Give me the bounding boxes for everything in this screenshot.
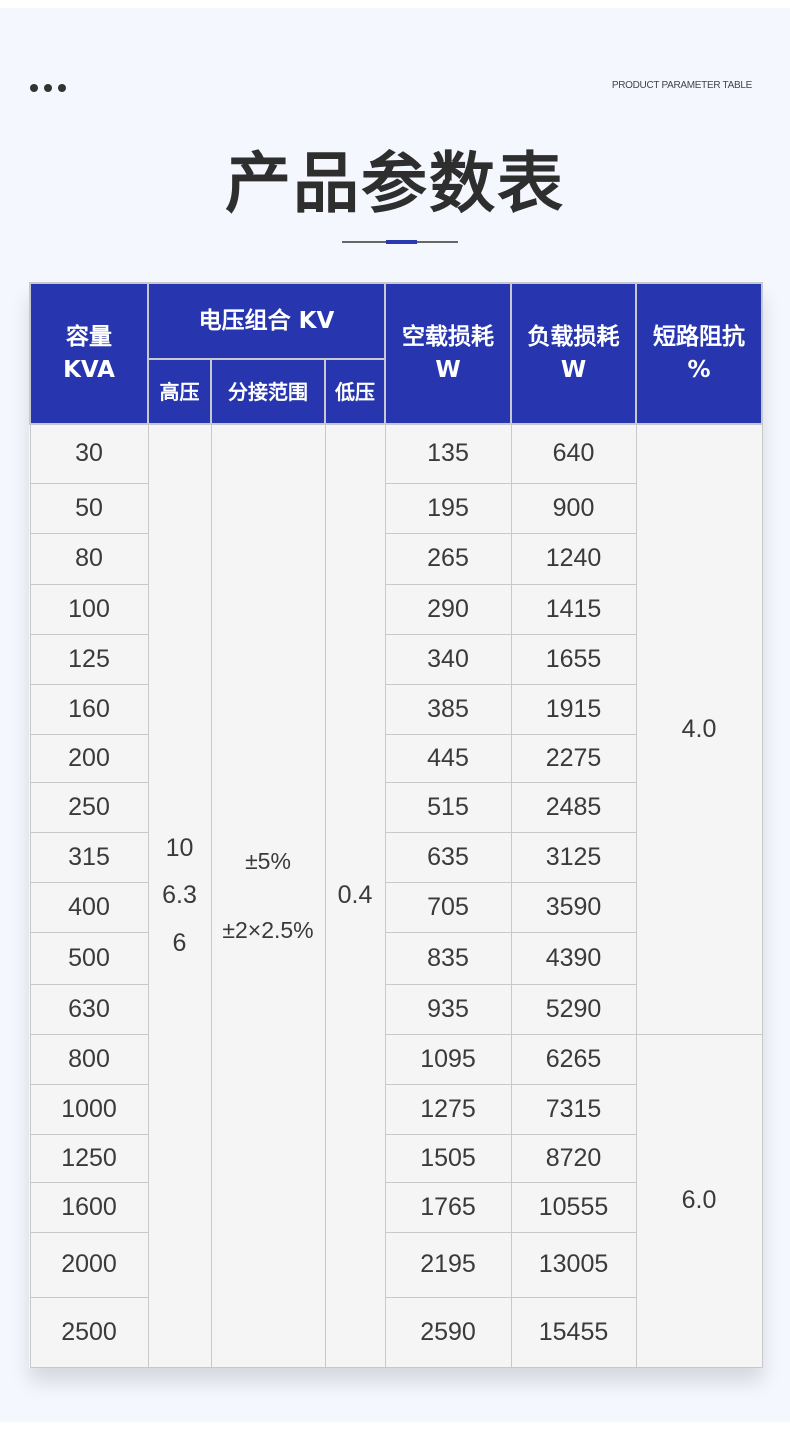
load-loss-cell: 2275 — [510, 733, 637, 783]
capacity-cell: 1000 — [29, 1083, 149, 1135]
load-loss-cell: 6265 — [510, 1033, 637, 1085]
high-voltage-value: 10 — [165, 833, 194, 862]
table-row: 80 265 1240 — [29, 532, 762, 585]
load-loss-cell: 4390 — [510, 931, 637, 985]
no-load-loss-cell: 290 — [384, 583, 512, 635]
capacity-cell: 200 — [29, 733, 149, 783]
table-row: 400 705 3590 — [29, 881, 762, 933]
capacity-cell: 50 — [29, 482, 149, 534]
no-load-loss-cell: 1505 — [384, 1133, 512, 1183]
no-load-loss-cell: 705 — [384, 881, 512, 933]
load-loss-cell: 1655 — [510, 633, 637, 685]
load-loss-cell: 640 — [510, 423, 637, 484]
capacity-cell: 250 — [29, 781, 149, 833]
high-voltage-value: 6 — [172, 928, 187, 957]
english-title: PRODUCT PARAMETER TABLE — [611, 80, 752, 91]
capacity-cell: 160 — [29, 683, 149, 735]
dot-icon — [58, 84, 66, 92]
no-load-loss-cell: 1765 — [384, 1181, 512, 1233]
capacity-cell: 630 — [29, 983, 149, 1035]
capacity-cell: 500 — [29, 931, 149, 985]
no-load-loss-cell: 265 — [384, 532, 512, 585]
table-row: 800 1095 6265 6.0 — [29, 1033, 763, 1368]
table-row: 315 635 3125 — [29, 831, 762, 883]
table-row: 2000 2195 13005 — [29, 1231, 762, 1298]
header-high-voltage: 高压 — [147, 358, 212, 425]
impedance-cell: 4.0 — [635, 423, 763, 1035]
header-no-load-loss: 空载损耗 W — [384, 282, 512, 425]
no-load-loss-cell: 340 — [384, 633, 512, 685]
no-load-loss-cell: 1275 — [384, 1083, 512, 1135]
capacity-cell: 400 — [29, 881, 149, 933]
capacity-cell: 30 — [29, 423, 149, 484]
no-load-loss-cell: 195 — [384, 482, 512, 534]
capacity-cell: 125 — [29, 633, 149, 685]
page-title: 产品参数表 — [225, 145, 565, 222]
high-voltage-value: 6.3 — [162, 881, 197, 909]
header-capacity: 容量 KVA — [29, 282, 149, 425]
low-voltage-cell: 0.4 — [324, 423, 386, 1368]
no-load-loss-cell: 935 — [384, 983, 512, 1035]
capacity-cell: 1600 — [29, 1181, 149, 1233]
tap-range-value: ±5% — [245, 847, 291, 874]
more-dots-icon — [30, 84, 66, 92]
load-loss-cell: 13005 — [510, 1231, 637, 1298]
table-row: 50 195 900 — [29, 482, 762, 534]
table-row: 30 10 6.3 6 ±5% ±2×2.5% 0.4 135 640 4.0 — [29, 423, 763, 1368]
capacity-cell: 2000 — [29, 1231, 149, 1298]
capacity-cell: 2500 — [29, 1296, 149, 1368]
capacity-cell: 100 — [29, 583, 149, 635]
table-row: 250 515 2485 — [29, 781, 762, 833]
load-loss-cell: 7315 — [510, 1083, 637, 1135]
title-divider-accent — [386, 240, 417, 244]
load-loss-cell: 1915 — [510, 683, 637, 735]
high-voltage-cell: 10 6.3 6 — [147, 423, 212, 1368]
no-load-loss-cell: 1095 — [384, 1033, 512, 1085]
table-row: 200 445 2275 — [29, 733, 762, 783]
tap-range-cell: ±5% ±2×2.5% — [210, 423, 326, 1368]
product-parameter-table: 容量 KVA 电压组合 KV 空载损耗 W 负载损耗 W 短路阻抗% 高压 分接范围 … — [29, 282, 763, 1368]
table-row: 500 835 4390 — [29, 931, 762, 985]
impedance-cell: 6.0 — [635, 1033, 763, 1368]
capacity-cell: 1250 — [29, 1133, 149, 1183]
header-load-loss: 负载损耗 W — [510, 282, 637, 425]
table-row: 1250 1505 8720 — [29, 1133, 762, 1183]
header-voltage-group: 电压组合 KV — [147, 282, 386, 360]
header-low-voltage: 低压 — [324, 358, 386, 425]
no-load-loss-cell: 135 — [384, 423, 512, 484]
header-tap-range: 分接范围 — [210, 358, 326, 425]
load-loss-cell: 8720 — [510, 1133, 637, 1183]
dot-icon — [44, 84, 52, 92]
table-row: 100 290 1415 — [29, 583, 762, 635]
table-row: 125 340 1655 — [29, 633, 762, 685]
load-loss-cell: 15455 — [510, 1296, 637, 1368]
table-row: 2500 2590 15455 — [29, 1296, 762, 1368]
capacity-cell: 800 — [29, 1033, 149, 1085]
tap-range-value: ±2×2.5% — [222, 916, 314, 943]
header-impedance: 短路阻抗% — [635, 282, 763, 425]
table-row: 160 385 1915 — [29, 683, 762, 735]
no-load-loss-cell: 835 — [384, 931, 512, 985]
load-loss-cell: 3125 — [510, 831, 637, 883]
load-loss-cell: 1415 — [510, 583, 637, 635]
capacity-cell: 315 — [29, 831, 149, 883]
table-row: 630 935 5290 — [29, 983, 762, 1035]
no-load-loss-cell: 445 — [384, 733, 512, 783]
no-load-loss-cell: 515 — [384, 781, 512, 833]
load-loss-cell: 10555 — [510, 1181, 637, 1233]
load-loss-cell: 900 — [510, 482, 637, 534]
load-loss-cell: 3590 — [510, 881, 637, 933]
no-load-loss-cell: 2590 — [384, 1296, 512, 1368]
no-load-loss-cell: 2195 — [384, 1231, 512, 1298]
load-loss-cell: 1240 — [510, 532, 637, 585]
load-loss-cell: 2485 — [510, 781, 637, 833]
no-load-loss-cell: 385 — [384, 683, 512, 735]
capacity-cell: 80 — [29, 532, 149, 585]
dot-icon — [30, 84, 38, 92]
table-row: 1600 1765 10555 — [29, 1181, 762, 1233]
load-loss-cell: 5290 — [510, 983, 637, 1035]
no-load-loss-cell: 635 — [384, 831, 512, 883]
